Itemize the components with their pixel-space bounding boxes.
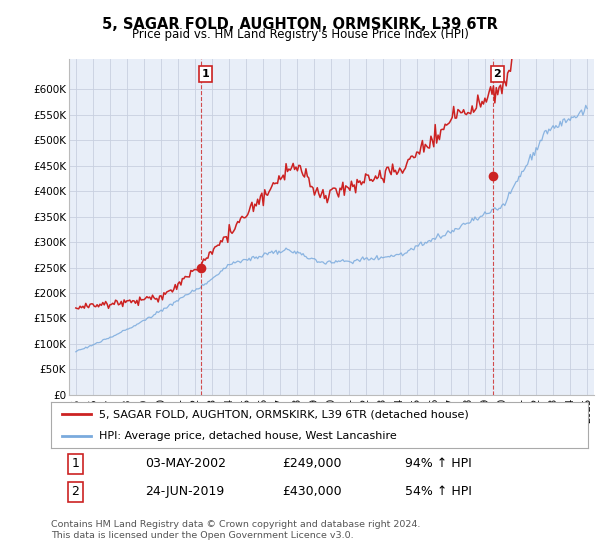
Text: 94% ↑ HPI: 94% ↑ HPI — [406, 457, 472, 470]
Text: £430,000: £430,000 — [282, 486, 341, 498]
Text: 2: 2 — [71, 486, 79, 498]
Text: HPI: Average price, detached house, West Lancashire: HPI: Average price, detached house, West… — [100, 431, 397, 441]
Text: This data is licensed under the Open Government Licence v3.0.: This data is licensed under the Open Gov… — [51, 531, 353, 540]
Text: 2: 2 — [493, 69, 501, 79]
Text: 54% ↑ HPI: 54% ↑ HPI — [406, 486, 472, 498]
Text: £249,000: £249,000 — [282, 457, 341, 470]
Text: 1: 1 — [202, 69, 209, 79]
Text: 5, SAGAR FOLD, AUGHTON, ORMSKIRK, L39 6TR: 5, SAGAR FOLD, AUGHTON, ORMSKIRK, L39 6T… — [102, 17, 498, 32]
Text: Price paid vs. HM Land Registry's House Price Index (HPI): Price paid vs. HM Land Registry's House … — [131, 28, 469, 41]
Text: Contains HM Land Registry data © Crown copyright and database right 2024.: Contains HM Land Registry data © Crown c… — [51, 520, 421, 529]
Text: 03-MAY-2002: 03-MAY-2002 — [145, 457, 226, 470]
Text: 1: 1 — [71, 457, 79, 470]
Text: 24-JUN-2019: 24-JUN-2019 — [145, 486, 224, 498]
Text: 5, SAGAR FOLD, AUGHTON, ORMSKIRK, L39 6TR (detached house): 5, SAGAR FOLD, AUGHTON, ORMSKIRK, L39 6T… — [100, 409, 469, 419]
